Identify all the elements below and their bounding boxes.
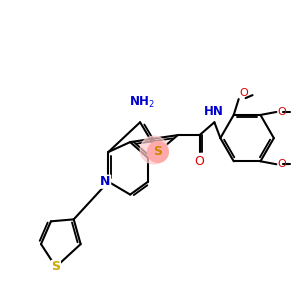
Text: O: O <box>277 107 286 117</box>
Text: O: O <box>277 159 286 169</box>
Text: S: S <box>153 146 162 158</box>
Text: O: O <box>240 88 248 98</box>
Text: O: O <box>195 155 205 168</box>
Text: N: N <box>100 175 111 188</box>
Text: S: S <box>51 260 60 273</box>
Text: HN: HN <box>203 105 223 118</box>
Circle shape <box>148 142 168 162</box>
Circle shape <box>140 136 168 164</box>
Text: NH$_2$: NH$_2$ <box>129 95 155 110</box>
